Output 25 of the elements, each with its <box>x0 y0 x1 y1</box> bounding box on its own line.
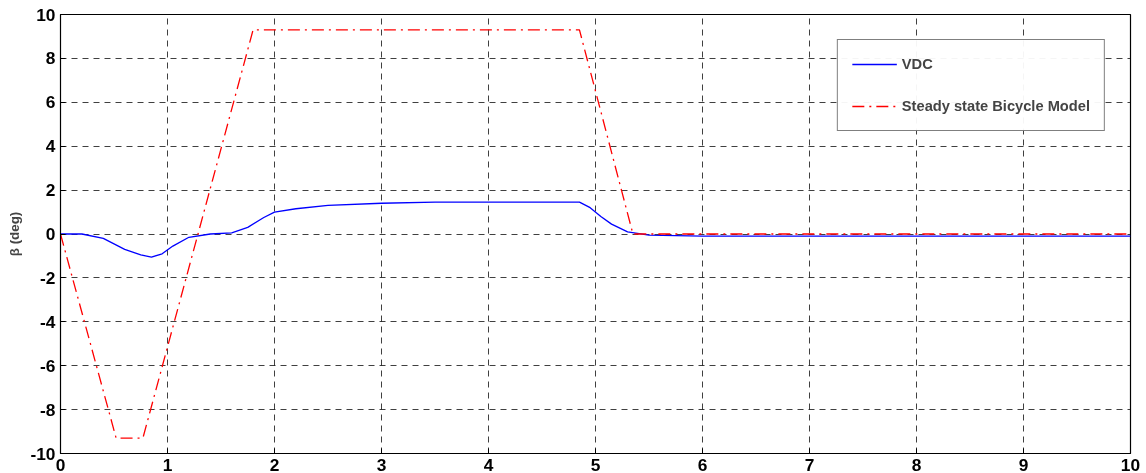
x-tick-label: 1 <box>162 454 173 473</box>
x-tick-label: 3 <box>376 454 387 473</box>
y-axis-title: β (deg) <box>7 211 23 257</box>
y-tick-label: -8 <box>40 399 56 420</box>
x-tick-label: 8 <box>911 454 922 473</box>
x-tick-label: 9 <box>1018 454 1029 473</box>
y-tick-label: -2 <box>40 267 56 288</box>
legend-label: Steady state Bicycle Model <box>901 98 1090 114</box>
x-tick-label: 7 <box>804 454 815 473</box>
y-tick-label: 2 <box>45 180 56 201</box>
y-tick-label: 0 <box>45 224 56 244</box>
y-tick-label: 8 <box>45 48 56 69</box>
y-tick-label: 6 <box>45 92 56 113</box>
x-tick-label: 10 <box>1120 454 1141 473</box>
x-tick-label: 5 <box>590 454 601 473</box>
legend-label: VDC <box>901 56 933 72</box>
y-tick-label: 10 <box>36 4 56 25</box>
line-series <box>60 201 1131 258</box>
y-tick-label: 4 <box>45 136 56 157</box>
x-tick-label: 4 <box>483 454 494 473</box>
y-tick-label: -4 <box>40 311 56 332</box>
x-tick-label: 2 <box>269 454 280 473</box>
y-tick-label: -6 <box>40 355 56 376</box>
x-tick-label: 6 <box>697 454 708 473</box>
y-tick-label: -10 <box>30 443 56 464</box>
